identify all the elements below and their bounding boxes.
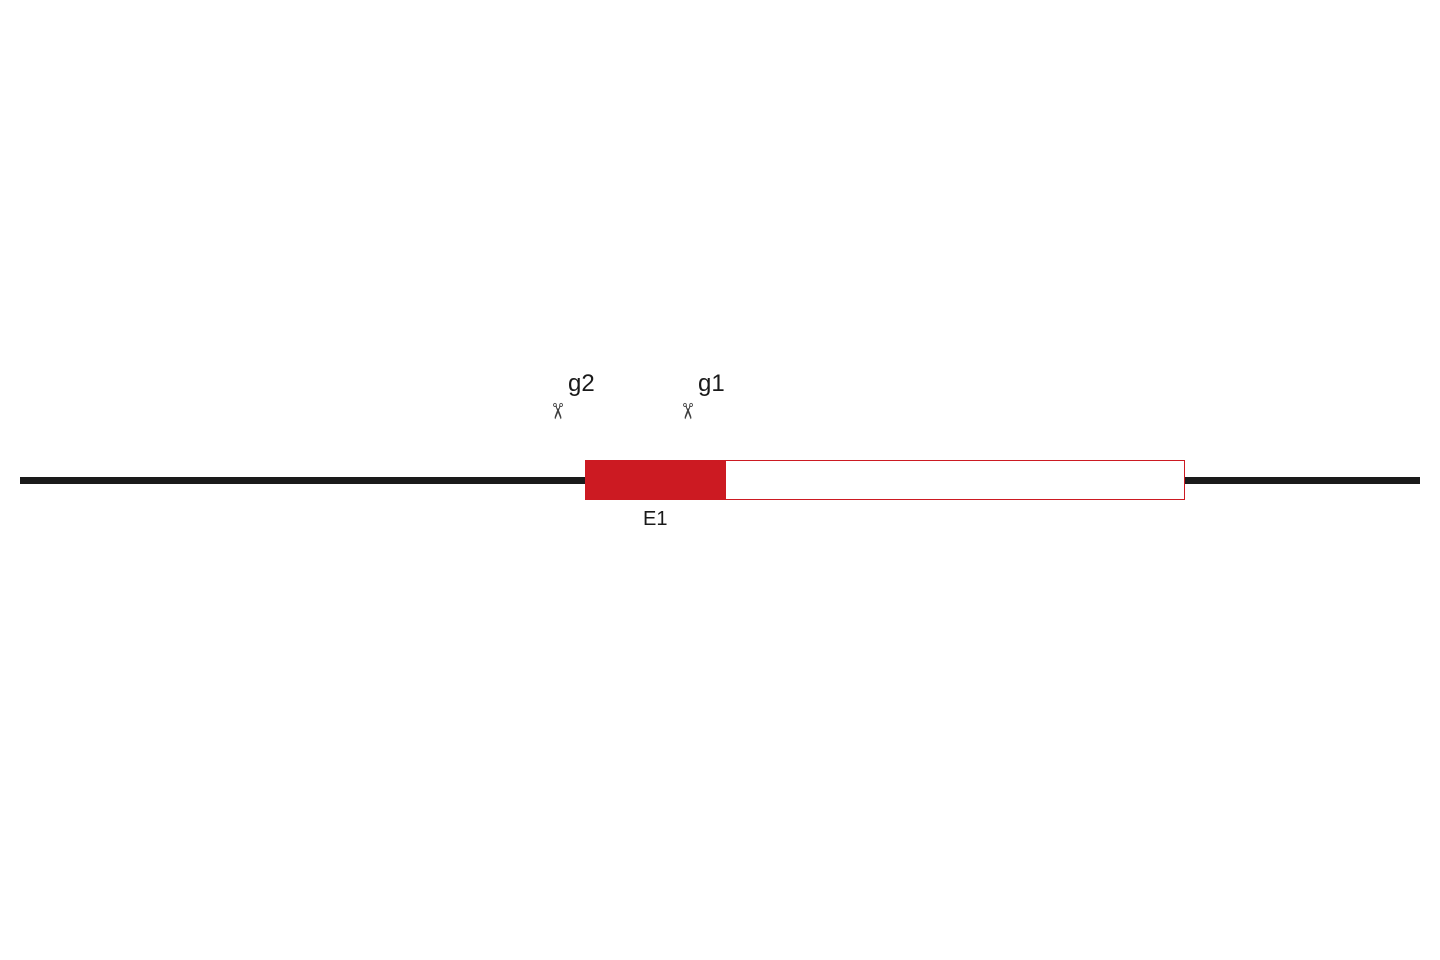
- exon-utr-box: [725, 460, 1185, 500]
- exon-e1-label: E1: [643, 508, 667, 531]
- scissors-icon: ✂: [544, 402, 570, 420]
- exon-e1-box: [585, 460, 725, 500]
- cut-g1-label: g1: [698, 370, 725, 398]
- scissors-icon: ✂: [674, 402, 700, 420]
- cut-g2-label: g2: [568, 370, 595, 398]
